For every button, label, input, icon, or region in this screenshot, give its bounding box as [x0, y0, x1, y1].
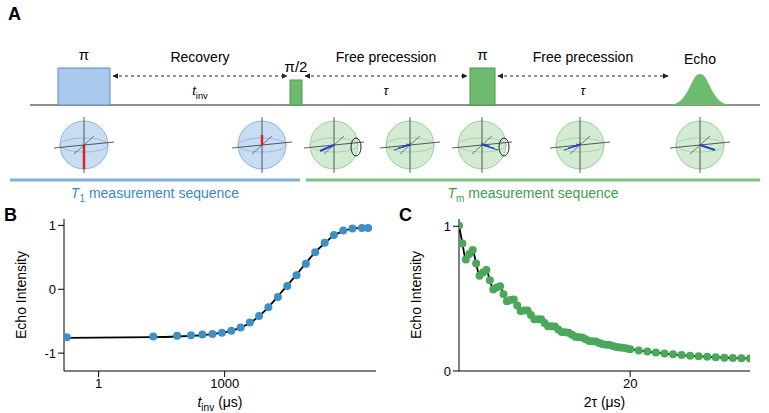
svg-text:τ: τ: [581, 83, 587, 98]
svg-text:0: 0: [444, 364, 451, 379]
svg-text:-1: -1: [44, 346, 56, 361]
svg-text:Echo: Echo: [684, 51, 716, 67]
svg-text:1: 1: [444, 219, 451, 234]
svg-text:π/2: π/2: [285, 58, 308, 75]
svg-text:0: 0: [49, 282, 56, 297]
svg-text:π: π: [79, 46, 89, 63]
svg-text:1: 1: [95, 376, 102, 391]
svg-text:Tm measurement sequence: Tm measurement sequence: [447, 185, 618, 204]
svg-text:Echo Intensity: Echo Intensity: [408, 251, 424, 339]
svg-text:20: 20: [623, 376, 637, 391]
svg-text:τ: τ: [384, 83, 390, 98]
html-text:C: C: [399, 205, 412, 225]
html-text:B: B: [4, 205, 17, 225]
svg-text:A: A: [8, 4, 21, 24]
svg-text:π: π: [477, 46, 487, 63]
svg-text:T1 measurement sequence: T1 measurement sequence: [71, 185, 239, 204]
svg-text:Free precession: Free precession: [336, 49, 436, 65]
svg-text:Free precession: Free precession: [533, 49, 633, 65]
svg-text:2τ (μs): 2τ (μs): [584, 394, 626, 410]
svg-text:Recovery: Recovery: [170, 49, 229, 65]
svg-text:1000: 1000: [210, 376, 239, 391]
svg-text:1: 1: [49, 218, 56, 233]
svg-text:tinv (μs): tinv (μs): [197, 394, 242, 413]
svg-text:Echo Intensity: Echo Intensity: [13, 251, 29, 339]
svg-text:tinv: tinv: [192, 83, 208, 101]
